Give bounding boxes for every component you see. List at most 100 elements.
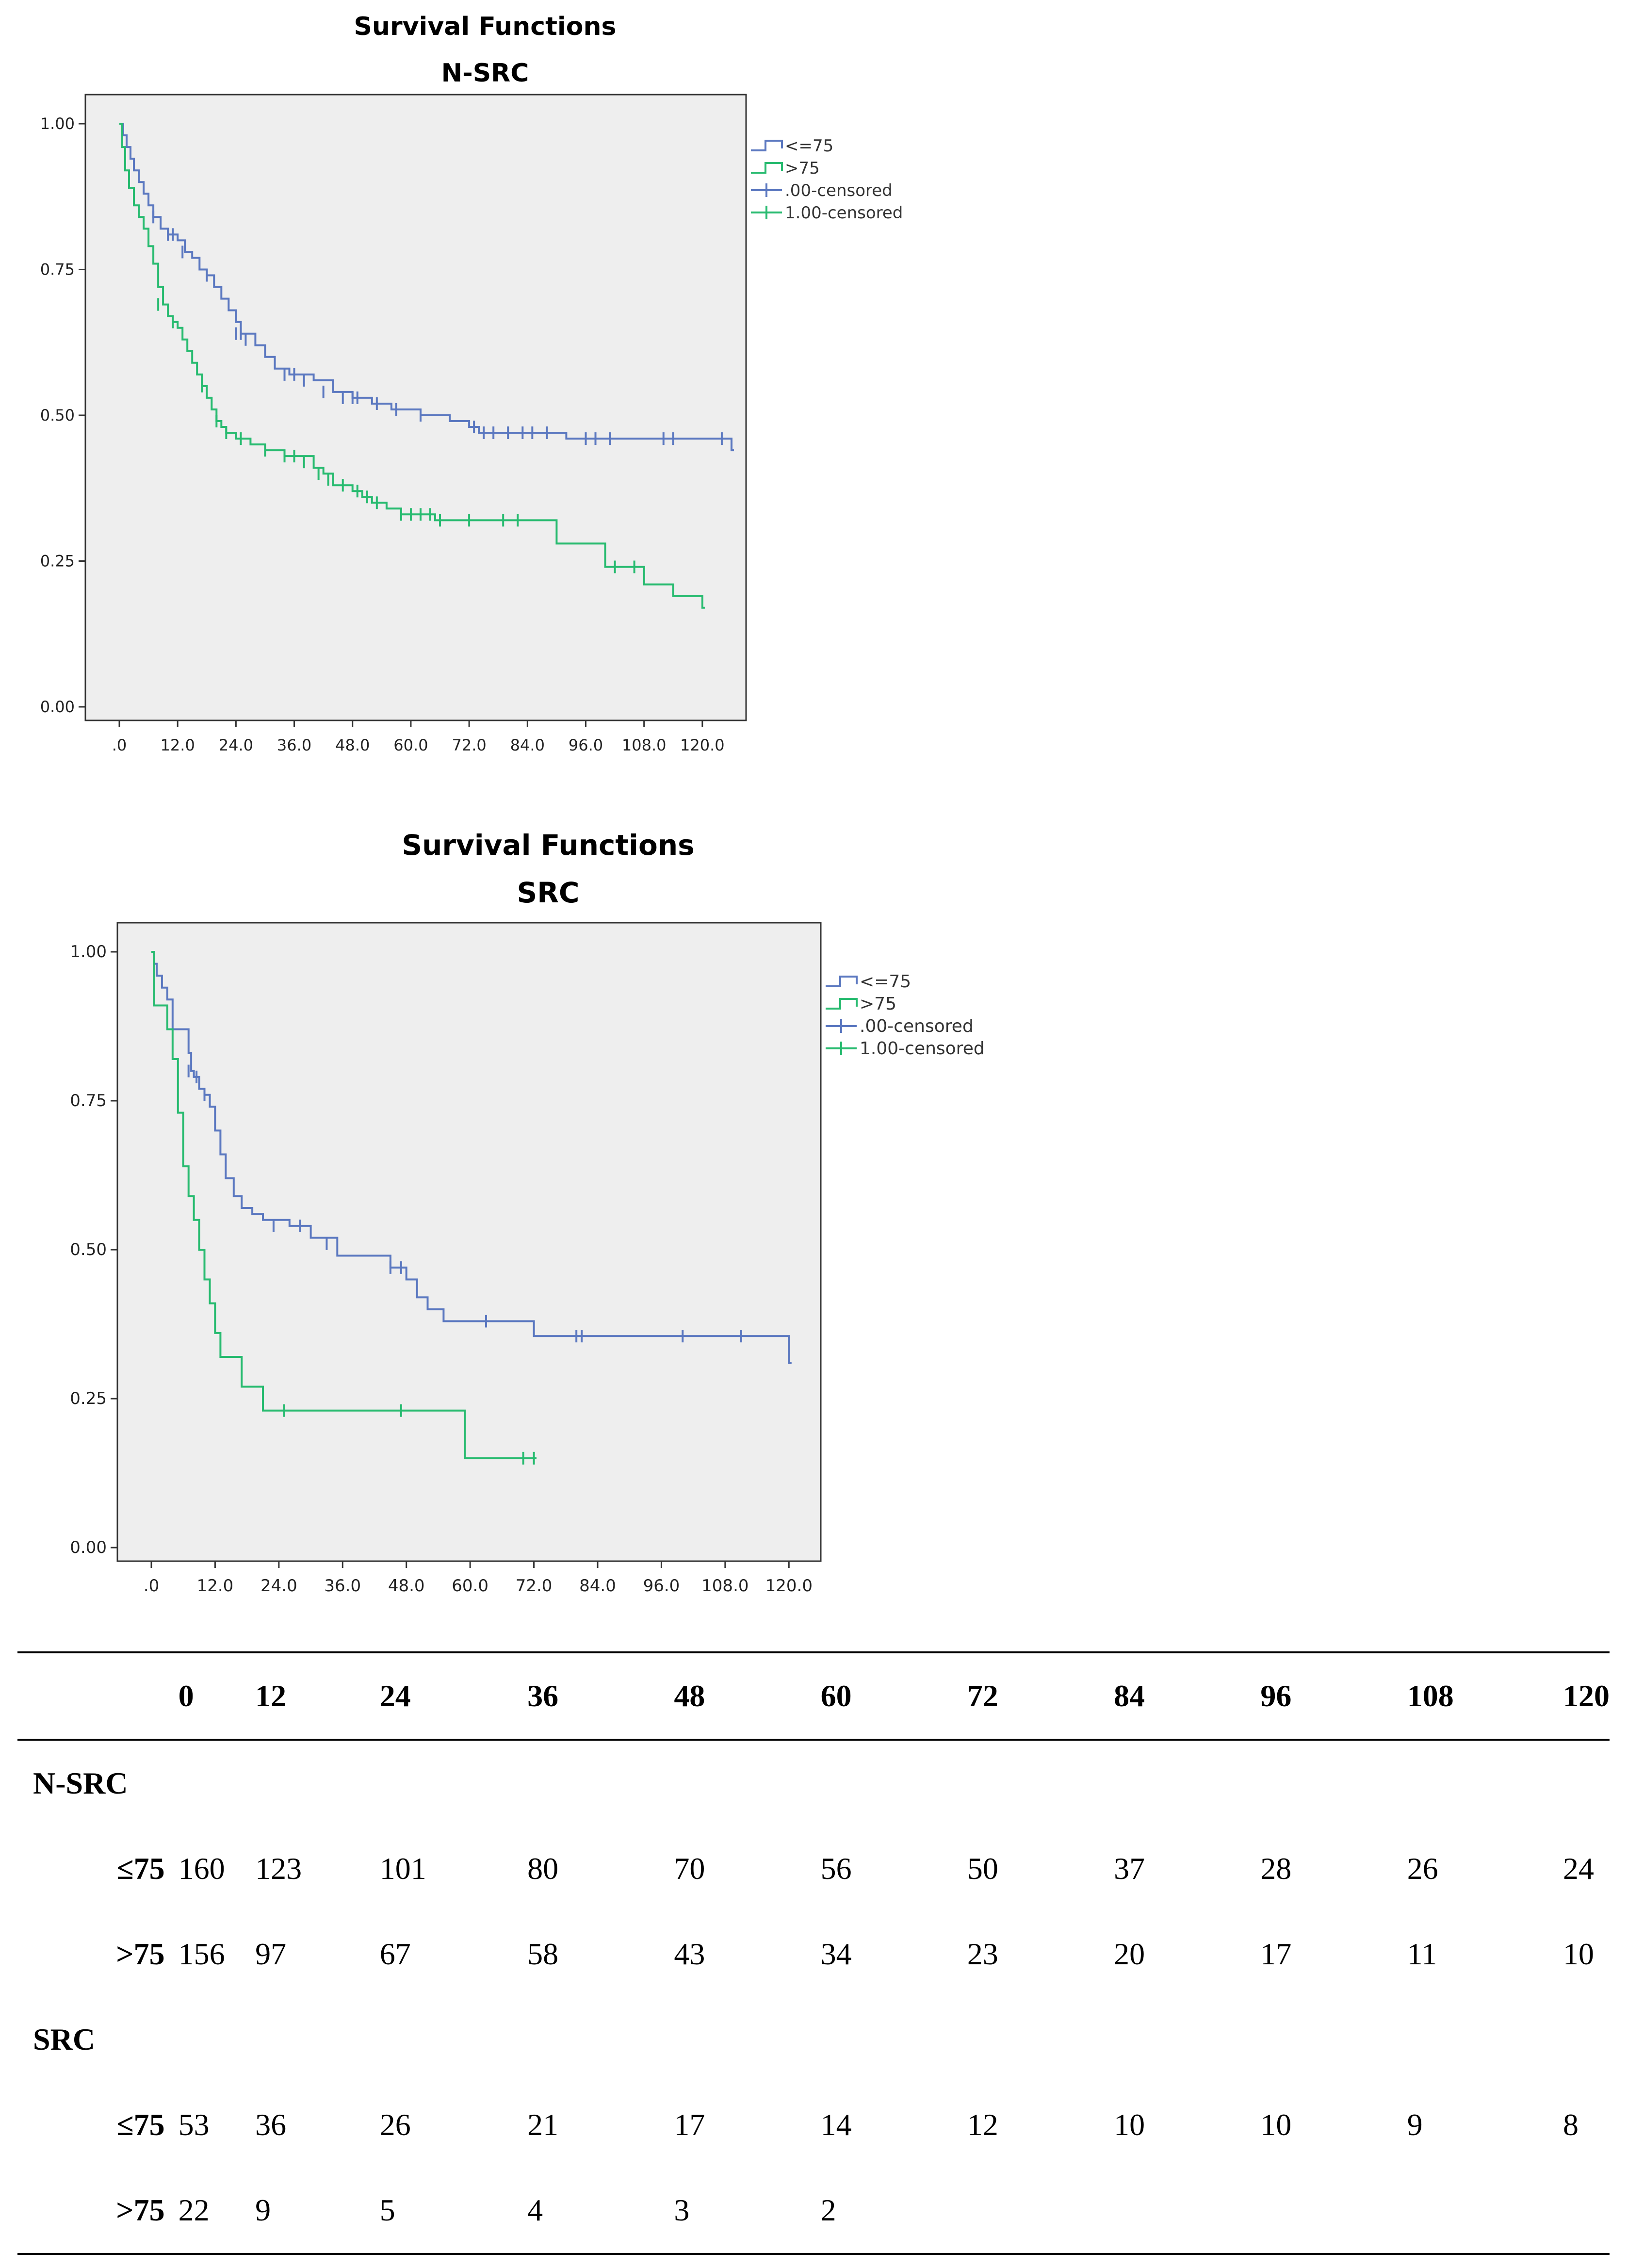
row-label: ≤75 bbox=[116, 2107, 165, 2142]
x-tick-label: 84.0 bbox=[510, 736, 545, 754]
at-risk-cell: 101 bbox=[379, 1851, 426, 1886]
plot-background bbox=[116, 922, 822, 1562]
y-tick-label: 0.00 bbox=[40, 698, 75, 716]
table-row: ≤75 53 36 26 21 17 14 12 10 10 9 8 bbox=[17, 2082, 1610, 2168]
at-risk-cell: 34 bbox=[820, 1937, 852, 1971]
at-risk-cell: 21 bbox=[527, 2107, 559, 2142]
at-risk-cell: 17 bbox=[1260, 1937, 1292, 1971]
legend-label: .00-censored bbox=[860, 1016, 974, 1036]
at-risk-cell: 56 bbox=[820, 1851, 852, 1886]
header-cell: 24 bbox=[366, 1651, 506, 1741]
at-risk-cell: 156 bbox=[178, 1937, 225, 1971]
x-tick-label: 72.0 bbox=[516, 1576, 553, 1596]
y-tick-label: 1.00 bbox=[70, 942, 107, 962]
y-tick-label: 0.75 bbox=[40, 261, 75, 279]
at-risk-cell: 24 bbox=[1563, 1851, 1594, 1886]
x-tick-label: .0 bbox=[112, 736, 127, 754]
survival-chart-src: Survival Functions SRC 0.00 0.25 0.50 0.75 1… bbox=[70, 830, 985, 1596]
header-cell: 72 bbox=[945, 1651, 1093, 1741]
x-tick-label: 48.0 bbox=[335, 736, 370, 754]
table-group-row: N-SRC bbox=[17, 1740, 1610, 1826]
at-risk-cell: 2 bbox=[799, 2168, 946, 2255]
at-risk-cell: 9 bbox=[249, 2168, 366, 2255]
legend-line-symbol bbox=[751, 140, 783, 151]
header-cell: 36 bbox=[506, 1651, 653, 1741]
at-risk-cell: 28 bbox=[1260, 1851, 1292, 1886]
legend-line-symbol bbox=[751, 162, 783, 174]
chart-title: Survival Functions bbox=[402, 830, 694, 862]
header-cell: 96 bbox=[1239, 1651, 1386, 1741]
x-tick-label: 24.0 bbox=[219, 736, 253, 754]
chart-title: Survival Functions bbox=[354, 12, 617, 41]
row-label: ≤75 bbox=[116, 1851, 165, 1886]
legend-label: .00-censored bbox=[785, 181, 893, 200]
at-risk-cell: 160 bbox=[178, 1851, 225, 1886]
y-tick-label: 0.50 bbox=[40, 406, 75, 424]
at-risk-cell: 9 bbox=[1407, 2107, 1423, 2142]
legend-label: >75 bbox=[785, 159, 820, 178]
at-risk-cell: 26 bbox=[379, 2107, 411, 2142]
table-row: ≤75 160 123 101 80 70 56 50 37 28 26 24 bbox=[17, 1826, 1610, 1911]
y-tick-label: 1.00 bbox=[40, 114, 75, 133]
x-tick-label: 108.0 bbox=[701, 1576, 748, 1596]
at-risk-cell: 12 bbox=[967, 2107, 998, 2142]
at-risk-cell bbox=[1092, 2168, 1239, 2255]
at-risk-cell: 8 bbox=[1563, 2107, 1578, 2142]
at-risk-cell: 53 bbox=[178, 2107, 210, 2142]
y-tick-label: 0.25 bbox=[70, 1389, 107, 1408]
y-tick-label: 0.00 bbox=[70, 1538, 107, 1557]
table-row: >75 156 97 67 58 43 34 23 20 17 11 10 bbox=[17, 1911, 1610, 1997]
x-tick-label: 12.0 bbox=[197, 1576, 234, 1596]
at-risk-cell: 3 bbox=[652, 2168, 799, 2255]
legend-label: <=75 bbox=[785, 136, 833, 156]
legend-label: 1.00-censored bbox=[860, 1039, 985, 1059]
x-tick-label: 120.0 bbox=[680, 736, 725, 754]
chart-subtitle: SRC bbox=[517, 876, 580, 909]
header-cell: 84 bbox=[1092, 1651, 1239, 1741]
at-risk-cell: 80 bbox=[527, 1851, 559, 1886]
at-risk-cell: 10 bbox=[1114, 2107, 1145, 2142]
at-risk-cell bbox=[1385, 2168, 1542, 2255]
at-risk-cell: 97 bbox=[255, 1937, 287, 1971]
row-label: >75 bbox=[17, 2168, 169, 2255]
at-risk-cell: 5 bbox=[366, 2168, 506, 2255]
table-row: >75 22 9 5 4 3 2 bbox=[17, 2168, 1610, 2255]
at-risk-cell: 17 bbox=[674, 2107, 705, 2142]
x-tick-label: 72.0 bbox=[452, 736, 486, 754]
at-risk-cell: 10 bbox=[1563, 1937, 1594, 1971]
x-tick-label: 84.0 bbox=[579, 1576, 616, 1596]
x-tick-label: 96.0 bbox=[643, 1576, 680, 1596]
plot-area: 0.00 0.25 0.50 0.75 1.00 .0 12.0 24.0 36.0 48.0 60… bbox=[40, 94, 747, 754]
x-tick-label: 120.0 bbox=[765, 1576, 813, 1596]
at-risk-cell: 4 bbox=[506, 2168, 653, 2255]
x-tick-label: 108.0 bbox=[622, 736, 667, 754]
x-tick-label: 12.0 bbox=[161, 736, 195, 754]
at-risk-cell: 36 bbox=[255, 2107, 287, 2142]
at-risk-cell: 20 bbox=[1114, 1937, 1145, 1971]
x-tick-label: 60.0 bbox=[452, 1576, 488, 1596]
at-risk-cell: 26 bbox=[1407, 1851, 1438, 1886]
header-cell bbox=[17, 1651, 169, 1741]
legend-label: <=75 bbox=[860, 972, 911, 992]
row-label: >75 bbox=[116, 1937, 165, 1971]
y-tick-label: 0.75 bbox=[70, 1091, 107, 1110]
at-risk-cell: 37 bbox=[1114, 1851, 1145, 1886]
risk-table-header-row: 0 12 24 36 48 60 72 84 96 108 120 bbox=[17, 1651, 1610, 1741]
legend-line-symbol bbox=[826, 976, 858, 987]
x-tick-label: 36.0 bbox=[324, 1576, 361, 1596]
chart-subtitle: N-SRC bbox=[441, 59, 529, 88]
at-risk-cell: 67 bbox=[379, 1937, 411, 1971]
at-risk-cell: 43 bbox=[674, 1937, 705, 1971]
header-cell: 48 bbox=[652, 1651, 799, 1741]
header-cell: 120 bbox=[1542, 1651, 1610, 1741]
at-risk-cell: 58 bbox=[527, 1937, 559, 1971]
risk-table: 0 12 24 36 48 60 72 84 96 108 120 N-SRC ≤… bbox=[17, 1651, 1610, 2255]
at-risk-cell: 10 bbox=[1260, 2107, 1292, 2142]
legend: <=75>75.00-censored 1.00-censored bbox=[826, 972, 985, 1059]
at-risk-cell: 50 bbox=[967, 1851, 998, 1886]
group-label: N-SRC bbox=[33, 1766, 128, 1800]
plot-background bbox=[84, 94, 747, 721]
risk-table-body: N-SRC ≤75 160 123 101 80 70 56 50 37 28 26 24 >75 156 9… bbox=[17, 1740, 1610, 2255]
at-risk-cell: 123 bbox=[255, 1851, 302, 1886]
at-risk-cell: 23 bbox=[967, 1937, 998, 1971]
